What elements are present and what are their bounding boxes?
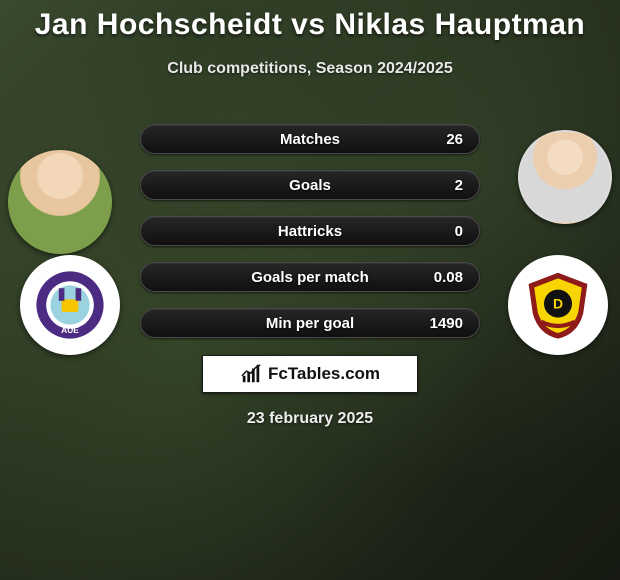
stat-row: Matches 26: [140, 124, 480, 154]
player-right-avatar: [518, 130, 612, 224]
svg-text:D: D: [553, 296, 563, 312]
page-title: Jan Hochscheidt vs Niklas Hauptman: [0, 0, 620, 42]
svg-text:AUE: AUE: [61, 325, 79, 335]
stat-value: 0: [455, 223, 463, 240]
date-label: 23 february 2025: [0, 410, 620, 428]
page-subtitle: Club competitions, Season 2024/2025: [0, 60, 620, 78]
stat-value: 0.08: [434, 269, 463, 286]
stat-row: Goals per match 0.08: [140, 262, 480, 292]
club-right-crest: D: [508, 255, 608, 355]
stat-label: Goals: [289, 177, 331, 194]
brand-box: FcTables.com: [202, 355, 418, 393]
brand-chart-icon: [240, 363, 262, 385]
stat-value: 26: [446, 131, 463, 148]
stat-value: 2: [455, 177, 463, 194]
stat-row: Goals 2: [140, 170, 480, 200]
stat-label: Matches: [280, 131, 340, 148]
club-left-badge-icon: AUE: [35, 270, 105, 340]
stat-label: Hattricks: [278, 223, 342, 240]
stat-value: 1490: [430, 315, 463, 332]
stat-row: Min per goal 1490: [140, 308, 480, 338]
stats-panel: Matches 26 Goals 2 Hattricks 0 Goals per…: [140, 124, 480, 354]
club-left-crest: AUE: [20, 255, 120, 355]
stat-label: Goals per match: [251, 269, 369, 286]
stat-row: Hattricks 0: [140, 216, 480, 246]
club-right-badge-icon: D: [523, 270, 593, 340]
brand-text: FcTables.com: [268, 364, 380, 384]
stat-label: Min per goal: [266, 315, 354, 332]
player-left-avatar: [8, 150, 112, 254]
